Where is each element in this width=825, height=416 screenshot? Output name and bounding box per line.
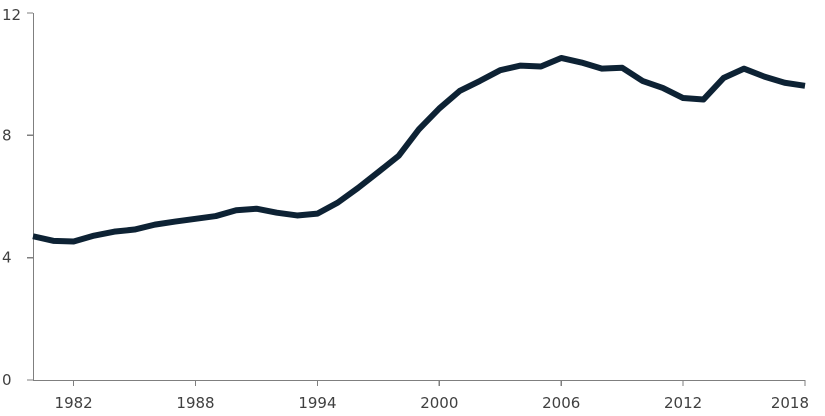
x-tick-label: 2018 bbox=[771, 394, 809, 412]
x-tick-label: 1988 bbox=[176, 394, 214, 412]
series-line-0 bbox=[32, 54, 806, 245]
x-tick-label: 2012 bbox=[664, 394, 702, 412]
x-axis-ticks: 1982 1988 1994 2000 2006 2012 2018 bbox=[55, 380, 809, 412]
series-layer bbox=[32, 54, 806, 245]
x-tick-label: 2006 bbox=[542, 394, 580, 412]
y-axis-ticks: 0 4 8 12 bbox=[2, 6, 33, 389]
chart-axes bbox=[32, 13, 805, 382]
y-tick-label: 4 bbox=[2, 249, 12, 267]
x-tick-label: 1994 bbox=[298, 394, 336, 412]
x-tick-label: 1982 bbox=[55, 394, 93, 412]
y-tick-label: 8 bbox=[2, 126, 12, 144]
y-tick-label: 0 bbox=[2, 371, 12, 389]
x-tick-label: 2000 bbox=[420, 394, 458, 412]
y-tick-label: 12 bbox=[2, 6, 21, 24]
